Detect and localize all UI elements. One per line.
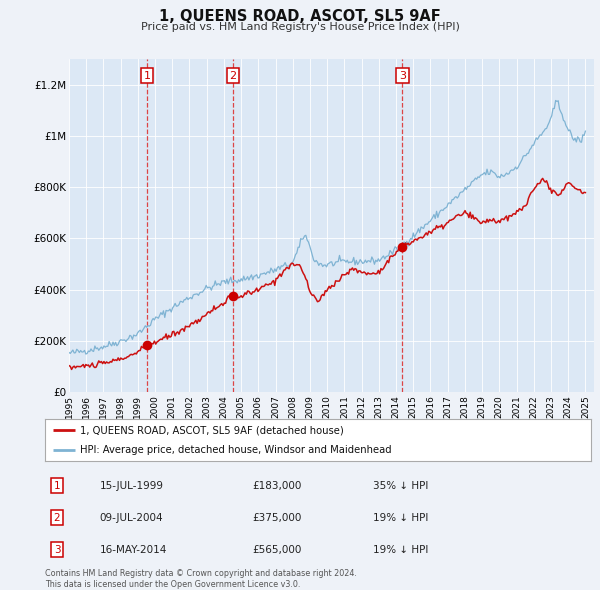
Text: 2: 2 <box>53 513 61 523</box>
Text: 19% ↓ HPI: 19% ↓ HPI <box>373 545 428 555</box>
Text: 09-JUL-2004: 09-JUL-2004 <box>100 513 163 523</box>
Text: Contains HM Land Registry data © Crown copyright and database right 2024.
This d: Contains HM Land Registry data © Crown c… <box>45 569 357 589</box>
Text: 1: 1 <box>143 71 151 81</box>
Text: 35% ↓ HPI: 35% ↓ HPI <box>373 481 428 491</box>
Text: 2: 2 <box>229 71 236 81</box>
Text: 3: 3 <box>53 545 61 555</box>
Text: £375,000: £375,000 <box>253 513 302 523</box>
Text: 16-MAY-2014: 16-MAY-2014 <box>100 545 167 555</box>
Text: £565,000: £565,000 <box>253 545 302 555</box>
Text: HPI: Average price, detached house, Windsor and Maidenhead: HPI: Average price, detached house, Wind… <box>80 445 392 455</box>
Text: 19% ↓ HPI: 19% ↓ HPI <box>373 513 428 523</box>
Text: 1, QUEENS ROAD, ASCOT, SL5 9AF: 1, QUEENS ROAD, ASCOT, SL5 9AF <box>159 9 441 24</box>
Text: Price paid vs. HM Land Registry's House Price Index (HPI): Price paid vs. HM Land Registry's House … <box>140 22 460 32</box>
Text: 15-JUL-1999: 15-JUL-1999 <box>100 481 164 491</box>
Text: 1: 1 <box>53 481 61 491</box>
Text: £183,000: £183,000 <box>253 481 302 491</box>
Text: 3: 3 <box>399 71 406 81</box>
Text: 1, QUEENS ROAD, ASCOT, SL5 9AF (detached house): 1, QUEENS ROAD, ASCOT, SL5 9AF (detached… <box>80 425 344 435</box>
